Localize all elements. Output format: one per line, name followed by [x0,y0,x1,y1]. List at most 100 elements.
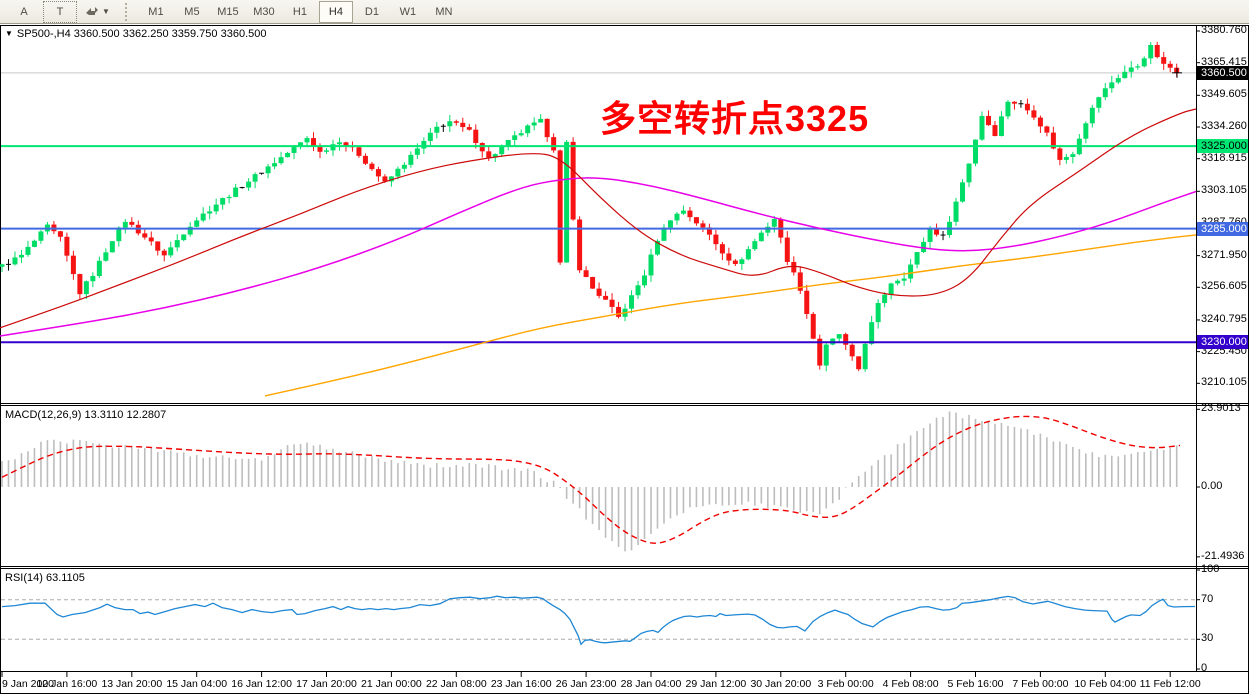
candle-body [667,220,673,228]
candle-body [765,226,771,233]
candle-body [908,264,914,279]
time-axis-label: 23 Jan 16:00 [490,678,552,690]
current-price-badge[interactable]: 3360.500 [1197,65,1248,80]
candle-body [1024,103,1030,111]
ma-slow-line [264,234,1197,397]
candle-body [1141,58,1147,67]
timeframe-button-m15[interactable]: M15 [217,5,239,18]
price-level-badge-3285[interactable]: 3285.000 [1197,221,1248,236]
candle-body [122,221,128,228]
price-axis-label: 3334.260 [1201,119,1247,132]
candle-body [408,154,414,165]
text-tool-button[interactable]: T [43,0,77,23]
candle-body [64,236,70,256]
timeframe-button-d1[interactable]: D1 [364,5,379,18]
candle-body [414,148,420,155]
candle-body [525,125,531,134]
candle-body [401,164,407,169]
candle-body [57,231,63,237]
annotation-tool-button[interactable]: A [20,5,28,18]
candle-body [278,157,284,164]
candle-body [324,150,329,152]
candle-body [109,241,115,253]
candle-body [148,237,154,242]
symbol-dropdown-icon[interactable]: ▼ [5,29,13,38]
candle-body [356,147,362,156]
rsi-pane [1,595,1196,646]
annotation-text[interactable]: 多空转折点3325 [600,98,870,139]
candle-body [499,146,505,155]
timeframe-button-m5[interactable]: M5 [184,5,200,18]
timeframe-button-mn[interactable]: MN [435,5,453,18]
candle-body [882,294,888,304]
toolbar-separator [124,2,134,21]
candle-body [934,228,940,235]
candle-body [194,220,200,227]
candle-body [512,135,518,140]
candle-body [817,338,823,366]
candle-body [745,249,751,260]
candle-body [1063,156,1069,160]
candle-body [771,218,777,227]
candle-body [304,138,310,143]
time-axis-label: 26 Jan 23:00 [555,678,617,690]
price-axis-label: 3318.915 [1201,151,1247,164]
time-axis-label: 21 Jan 00:00 [361,678,422,690]
rsi-line [1,595,1196,646]
candle-body [291,147,297,153]
candle-body [869,322,875,344]
candle-body [246,181,252,188]
candle-body [330,144,336,151]
price-axis-label: 3271.950 [1201,248,1247,261]
candle-body [427,132,433,141]
chart-outer-border [0,25,1249,694]
candle-body [38,231,44,241]
candle-body [518,133,524,136]
candle-body [654,240,660,255]
candle-body [233,187,239,197]
cursor-style-button[interactable]: ▼ [79,1,116,23]
candle-body [1122,71,1128,79]
time-axis-label: 10 Feb 04:00 [1074,678,1137,690]
candle-body [953,201,959,222]
timeframe-button-m1[interactable]: M1 [148,5,164,18]
candle-body [784,237,790,262]
candle-body [226,196,232,199]
chart-symbol-header: ▼ SP500-,H4 3360.500 3362.250 3359.750 33… [5,28,266,40]
candle-body [70,255,76,275]
timeframe-button-w1[interactable]: W1 [399,5,417,18]
candle-body [564,141,570,263]
candle-body [687,210,693,218]
candle-body [252,174,258,182]
candle-body [680,210,686,214]
macd-axis-label: 23.9013 [1201,402,1241,415]
price-axis-label: 3210.105 [1201,376,1247,389]
price-level-badge-3230[interactable]: 3230.000 [1197,335,1248,350]
candle-body [1057,148,1063,160]
timeframe-button-h1[interactable]: H1 [292,5,307,18]
time-axis-label: 10 Jan 16:00 [36,678,98,690]
candle-body [31,240,37,247]
candle-body [583,270,589,277]
price-axis-label: 3349.605 [1201,88,1247,101]
candle-body [577,219,583,271]
candle-body [1167,63,1173,68]
candle-body [421,140,427,149]
candle-body [706,227,712,235]
candle-body [466,127,472,130]
candle-body [129,221,135,225]
candle-body [336,142,342,145]
price-level-badge-3325[interactable]: 3325.000 [1197,139,1248,154]
timeframe-button-h4[interactable]: H4 [318,0,353,23]
candle-body [1044,126,1050,133]
candle-body [791,261,797,273]
candle-body [161,250,167,256]
candle-body [77,274,83,295]
timeframe-button-m30[interactable]: M30 [253,5,275,18]
macd-pane [1,411,1181,552]
candle-body [103,252,109,261]
candle-body [317,146,323,152]
candle-body [901,278,907,281]
candle-body [888,283,894,295]
